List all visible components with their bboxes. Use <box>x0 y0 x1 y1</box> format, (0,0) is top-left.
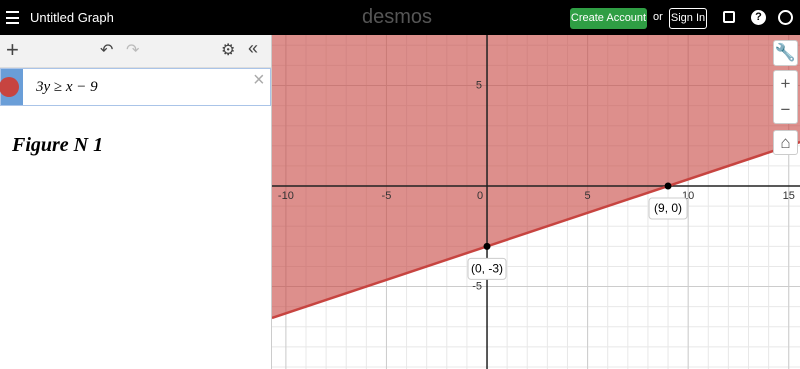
undo-button[interactable]: ↶ <box>100 42 114 59</box>
or-text: or <box>653 11 663 23</box>
expression-text[interactable]: 3y ≥ x − 9 <box>36 79 98 95</box>
x-tick-label: -10 <box>278 190 294 202</box>
zoom-buttons[interactable]: + − <box>773 70 798 124</box>
x-tick-label: 5 <box>585 190 591 202</box>
point-label-box <box>467 257 507 280</box>
menu-button[interactable] <box>6 11 19 24</box>
top-bar: Untitled Graph desmos Create Account or … <box>0 0 800 35</box>
graph-title[interactable]: Untitled Graph <box>30 10 114 25</box>
share-button[interactable] <box>723 11 735 23</box>
point <box>664 182 672 190</box>
point-label: (0, -3) <box>471 262 503 276</box>
expression-row[interactable]: 3y ≥ x − 9 × <box>0 68 271 106</box>
delete-button[interactable]: × <box>253 69 265 91</box>
x-tick-label: -5 <box>382 190 392 202</box>
help-button[interactable]: ? <box>751 10 766 25</box>
collapse-button[interactable]: « <box>248 38 259 58</box>
x-tick-label: 15 <box>783 190 795 202</box>
color-icon[interactable] <box>0 77 19 97</box>
toolbar: + ↶ ↷ ⚙ « <box>0 35 271 68</box>
boundary-line <box>272 140 800 320</box>
language-button[interactable] <box>778 10 793 25</box>
sign-in-button[interactable]: Sign In <box>669 8 707 29</box>
y-tick-label: 5 <box>476 79 482 91</box>
point-label: (9, 0) <box>654 201 682 215</box>
logo: desmos <box>362 6 433 28</box>
y-tick-label: -5 <box>472 280 482 292</box>
wrench-button[interactable]: 🔧 <box>773 40 798 66</box>
shaded-region <box>272 35 800 318</box>
redo-button[interactable]: ↷ <box>126 42 140 59</box>
point-label-box <box>648 197 688 220</box>
home-button[interactable]: ⌂ <box>773 130 798 155</box>
graph: -10 -5 0 5 10 155-5(0, -3)(9, 0) <box>272 35 800 369</box>
expression-panel: + ↶ ↷ ⚙ « 3y ≥ x − 9 × Figure N 1 <box>0 35 272 369</box>
settings-button[interactable]: ⚙ <box>221 42 236 59</box>
figure-label: Figure N 1 <box>12 134 104 156</box>
add-button[interactable]: + <box>6 37 19 62</box>
x-tick-label: 0 <box>477 190 483 202</box>
expression-tab <box>0 69 23 105</box>
create-account-button[interactable]: Create Account <box>570 8 647 29</box>
point <box>483 242 491 250</box>
